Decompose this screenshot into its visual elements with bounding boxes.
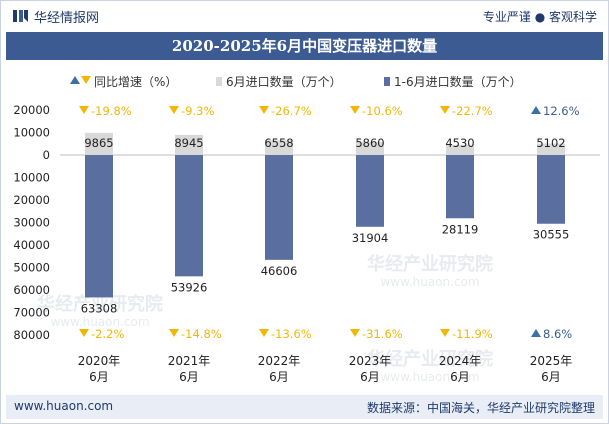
category-label: 2021年 (168, 354, 211, 368)
down-triangle-icon (440, 106, 450, 114)
footer-bar: www.huaon.com 数据来源：中国海关，华经产业研究院整理 (6, 395, 603, 419)
y-tick-label: 30000 (13, 216, 50, 230)
ytd-value-label: 63308 (81, 301, 118, 315)
down-triangle-icon (259, 329, 269, 337)
legend-month-swatch (216, 77, 222, 86)
down-triangle-icon (440, 329, 450, 337)
brand-name: 华经情报网 (34, 11, 100, 26)
watermark-text: 华经产业研究院 (367, 253, 493, 275)
legend-month-label: 6月进口数量（万个） (226, 74, 342, 89)
down-triangle-icon (350, 329, 360, 337)
month-value-label: 9865 (84, 136, 113, 150)
month-bar (175, 134, 203, 155)
category-label: 6月 (89, 370, 109, 384)
month-value-label: 5860 (355, 136, 384, 150)
ytd-growth-label: -14.8% (181, 327, 222, 341)
legend-up-triangle-icon (70, 76, 80, 84)
watermark-url: www.huaon.com (380, 370, 479, 384)
category-label: 6月 (360, 370, 380, 384)
y-tick-label: 70000 (13, 306, 50, 320)
tagline: 专业严谨 ● 客观科学 (482, 10, 597, 24)
ytd-bar (85, 155, 113, 298)
ytd-growth-label: -13.6% (271, 327, 312, 341)
footer-website: www.huaon.com (14, 399, 114, 413)
y-tick-label: 50000 (13, 261, 50, 275)
month-bar (537, 143, 565, 155)
month-bar (265, 140, 293, 155)
month-value-label: 6558 (264, 136, 293, 150)
legend-down-triangle-icon (81, 76, 91, 84)
month-value-label: 5102 (536, 136, 565, 150)
month-value-label: 4530 (445, 136, 474, 150)
legend-ytd-label: 1-6月进口数量（万个） (394, 74, 522, 89)
ytd-growth-label: 8.6% (543, 327, 572, 341)
down-triangle-icon (169, 329, 179, 337)
watermark-text: 华经产业研究院 (37, 293, 163, 315)
huajing-logo-icon (13, 10, 28, 22)
ytd-value-label: 53926 (171, 280, 208, 294)
chart-title: 2020-2025年6月中国变压器进口数量 (171, 37, 438, 55)
month-growth-label: 12.6% (543, 104, 580, 118)
y-tick-label: 20000 (13, 103, 50, 117)
legend-ytd-swatch (384, 77, 390, 86)
up-triangle-icon (531, 106, 541, 114)
month-value-label: 8945 (174, 136, 203, 150)
y-tick-label: 60000 (13, 283, 50, 297)
category-label: 2024年 (439, 354, 482, 368)
ytd-value-label: 28119 (442, 222, 479, 236)
ytd-value-label: 46606 (261, 264, 298, 278)
ytd-bar (265, 155, 293, 260)
ytd-bar (356, 155, 384, 227)
month-growth-label: -19.8% (91, 104, 132, 118)
up-triangle-icon (531, 329, 541, 337)
down-triangle-icon (350, 106, 360, 114)
category-label: 2023年 (349, 354, 392, 368)
ytd-value-label: 31904 (352, 231, 389, 245)
month-bar (85, 132, 113, 155)
top-bar: 华经情报网 专业严谨 ● 客观科学 (0, 0, 609, 32)
watermark-text: 华经产业研究院 (367, 348, 493, 370)
month-bar (356, 141, 384, 155)
category-label: 6月 (179, 370, 199, 384)
y-tick-label: 0 (43, 148, 50, 162)
ytd-growth-label: -2.2% (91, 327, 124, 341)
title-band: 2020-2025年6月中国变压器进口数量 (6, 32, 603, 60)
ytd-bar (175, 155, 203, 277)
ytd-value-label: 30555 (533, 228, 570, 242)
down-triangle-icon (79, 106, 89, 114)
month-growth-label: -10.6% (362, 104, 403, 118)
ytd-growth-label: -31.6% (362, 327, 403, 341)
month-growth-label: -26.7% (271, 104, 312, 118)
month-growth-label: -9.3% (181, 104, 214, 118)
month-growth-label: -22.7% (452, 104, 493, 118)
category-label: 6月 (269, 370, 289, 384)
category-label: 2022年 (258, 354, 301, 368)
ytd-bar (446, 155, 474, 219)
y-tick-label: 10000 (13, 126, 50, 140)
footer-source: 数据来源：中国海关，华经产业研究院整理 (366, 401, 595, 415)
watermark-url: www.huaon.com (50, 315, 149, 329)
down-triangle-icon (79, 329, 89, 337)
category-label: 6月 (541, 370, 561, 384)
y-tick-label: 10000 (13, 171, 50, 185)
category-label: 2025年 (530, 354, 573, 368)
category-label: 6月 (450, 370, 470, 384)
down-triangle-icon (169, 106, 179, 114)
y-tick-label: 80000 (13, 328, 50, 342)
y-tick-label: 20000 (13, 193, 50, 207)
y-tick-label: 40000 (13, 238, 50, 252)
month-bar (446, 144, 474, 155)
legend-growth-label: 同比增速（%） (94, 75, 177, 89)
down-triangle-icon (259, 106, 269, 114)
watermark-url: www.huaon.com (380, 275, 479, 289)
ytd-bar (537, 155, 565, 224)
ytd-growth-label: -11.9% (452, 327, 493, 341)
category-label: 2020年 (78, 354, 121, 368)
